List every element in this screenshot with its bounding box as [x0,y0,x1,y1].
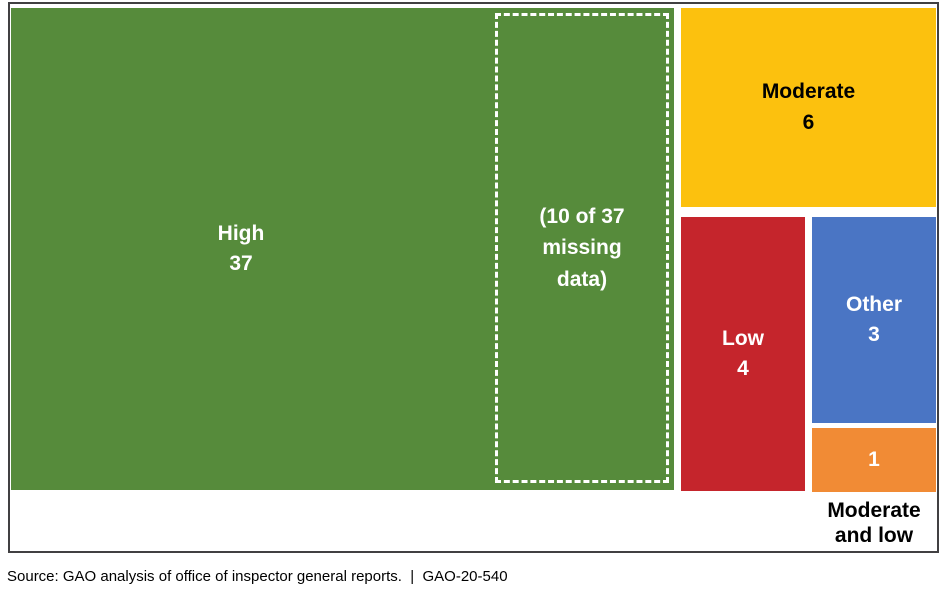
missing-data-annotation: (10 of 37 missing data) [539,201,624,296]
missing-data-dashed-outline: (10 of 37 missing data) [495,13,669,483]
high-value: 37 [229,252,253,275]
moderate-and-low-value: 1 [868,447,880,471]
moderate-and-low-caption: Moderate and low [827,499,921,547]
moderate-label: Moderate [761,80,856,104]
treemap-block-other: Other 3 [812,217,936,423]
treemap-block-high: High 37 (10 of 37 missing data) [11,8,674,490]
high-label-group: High 37 [11,8,471,490]
low-value: 4 [737,357,749,380]
treemap-block-moderate: Moderate 6 [681,8,936,207]
missing-data-line-2: missing [542,236,622,260]
treemap-block-moderate-and-low: 1 [812,428,936,492]
missing-data-line-1: (10 of 37 [539,204,625,228]
treemap-block-low: Low 4 [681,217,805,491]
high-label: High [217,221,265,245]
missing-data-line-3: data) [556,267,608,291]
source-line: Source: GAO analysis of office of inspec… [7,568,508,585]
moderate-value: 6 [802,110,815,134]
low-label: Low [722,326,764,350]
other-label: Other [845,292,902,316]
other-value: 3 [868,323,880,346]
